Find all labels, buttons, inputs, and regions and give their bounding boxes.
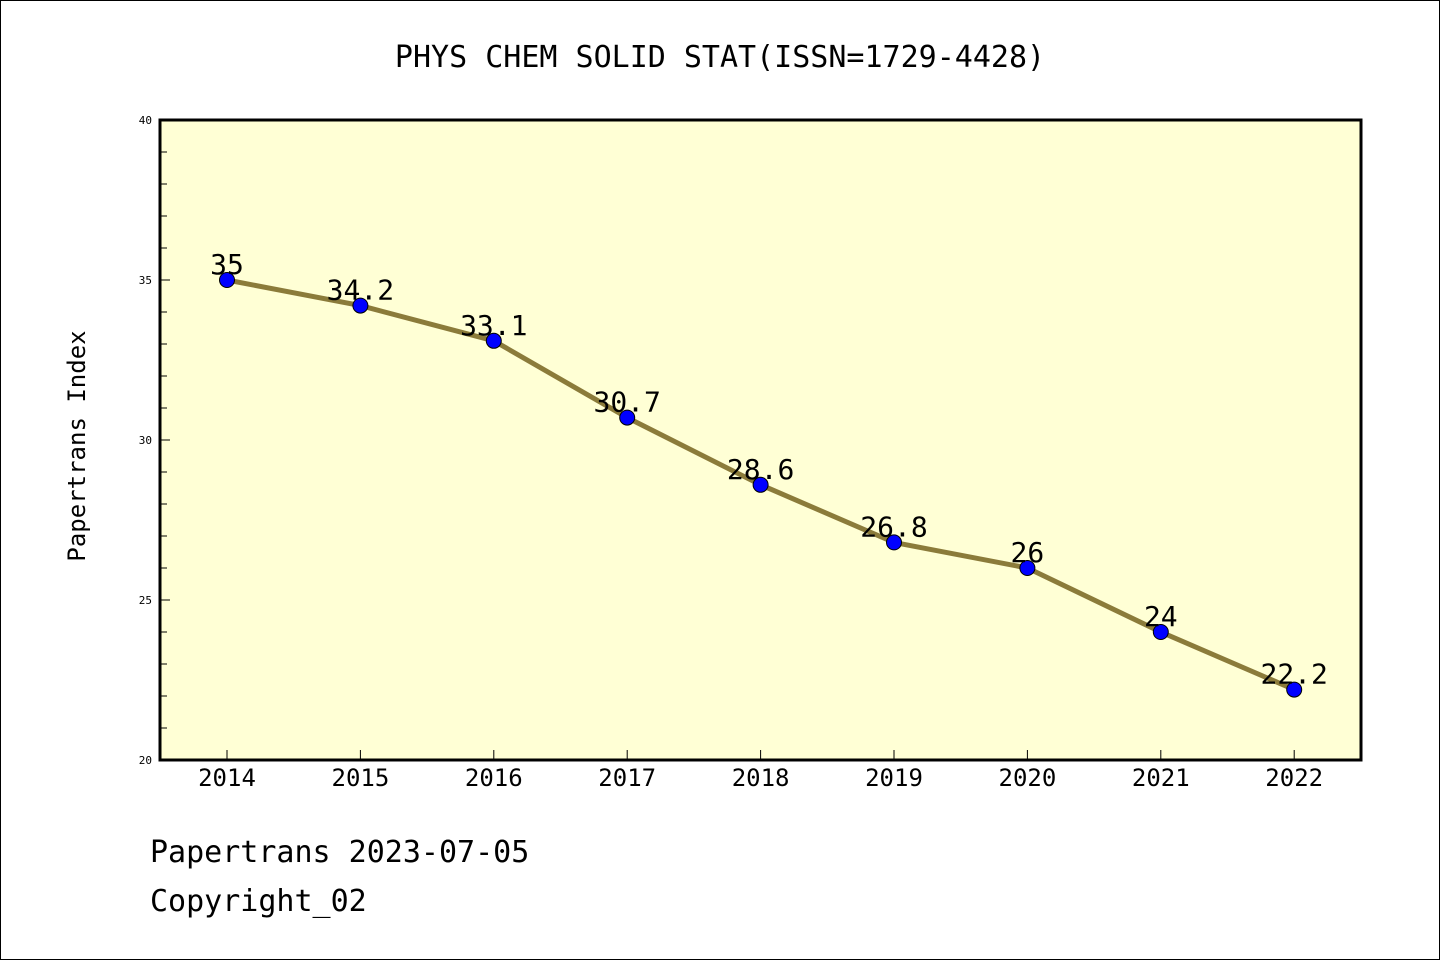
y-tick-label: 40 xyxy=(139,114,152,127)
data-label: 26.8 xyxy=(860,510,927,543)
x-tick-label: 2018 xyxy=(732,764,790,792)
data-label: 35 xyxy=(210,248,244,281)
data-point xyxy=(1019,560,1036,576)
data-point xyxy=(485,332,502,349)
data-point xyxy=(886,534,902,551)
y-tick-label: 30 xyxy=(139,434,152,447)
x-tick-label: 2022 xyxy=(1265,764,1323,792)
data-point xyxy=(752,476,769,493)
x-tick-label: 2016 xyxy=(465,764,523,792)
data-point xyxy=(1286,681,1303,698)
footer-copyright-text: Copyright_02 xyxy=(150,884,367,919)
data-point xyxy=(219,272,235,288)
x-tick-label: 2021 xyxy=(1132,764,1190,792)
data-label: 30.7 xyxy=(593,386,660,419)
data-label: 28.6 xyxy=(727,453,794,486)
plot-area xyxy=(158,118,1363,762)
data-label: 33.1 xyxy=(460,309,527,342)
data-label: 22.2 xyxy=(1260,658,1327,691)
x-tick-label: 2015 xyxy=(332,764,390,792)
footer-date-text: Papertrans 2023-07-05 xyxy=(150,835,530,870)
x-tick-label: 2020 xyxy=(999,764,1057,792)
y-axis-label: Papertrans Index xyxy=(63,330,91,561)
x-tick-label: 2014 xyxy=(198,764,256,792)
data-label: 26 xyxy=(1011,536,1045,569)
data-point xyxy=(352,297,369,314)
y-tick-label: 35 xyxy=(139,274,152,287)
x-tick-label: 2019 xyxy=(865,764,923,792)
y-tick-label: 25 xyxy=(139,594,152,607)
chart-title: PHYS CHEM SOLID STAT(ISSN=1729-4428) xyxy=(395,40,1045,75)
data-labels: 35 34.2 33.1 30.7 28.6 26.8 26 24 22.2 xyxy=(210,248,1328,691)
x-tick-label: 2017 xyxy=(598,764,656,792)
axis-ticks: 20 25 30 35 40 2014 2015 2016 2017 2018 2019 2020 20… xyxy=(139,114,1323,792)
data-markers xyxy=(219,272,1303,698)
data-label: 24 xyxy=(1144,600,1178,633)
data-point xyxy=(619,409,636,426)
y-tick-label: 20 xyxy=(139,754,152,767)
data-label: 34.2 xyxy=(327,274,394,307)
data-point xyxy=(1152,624,1169,640)
